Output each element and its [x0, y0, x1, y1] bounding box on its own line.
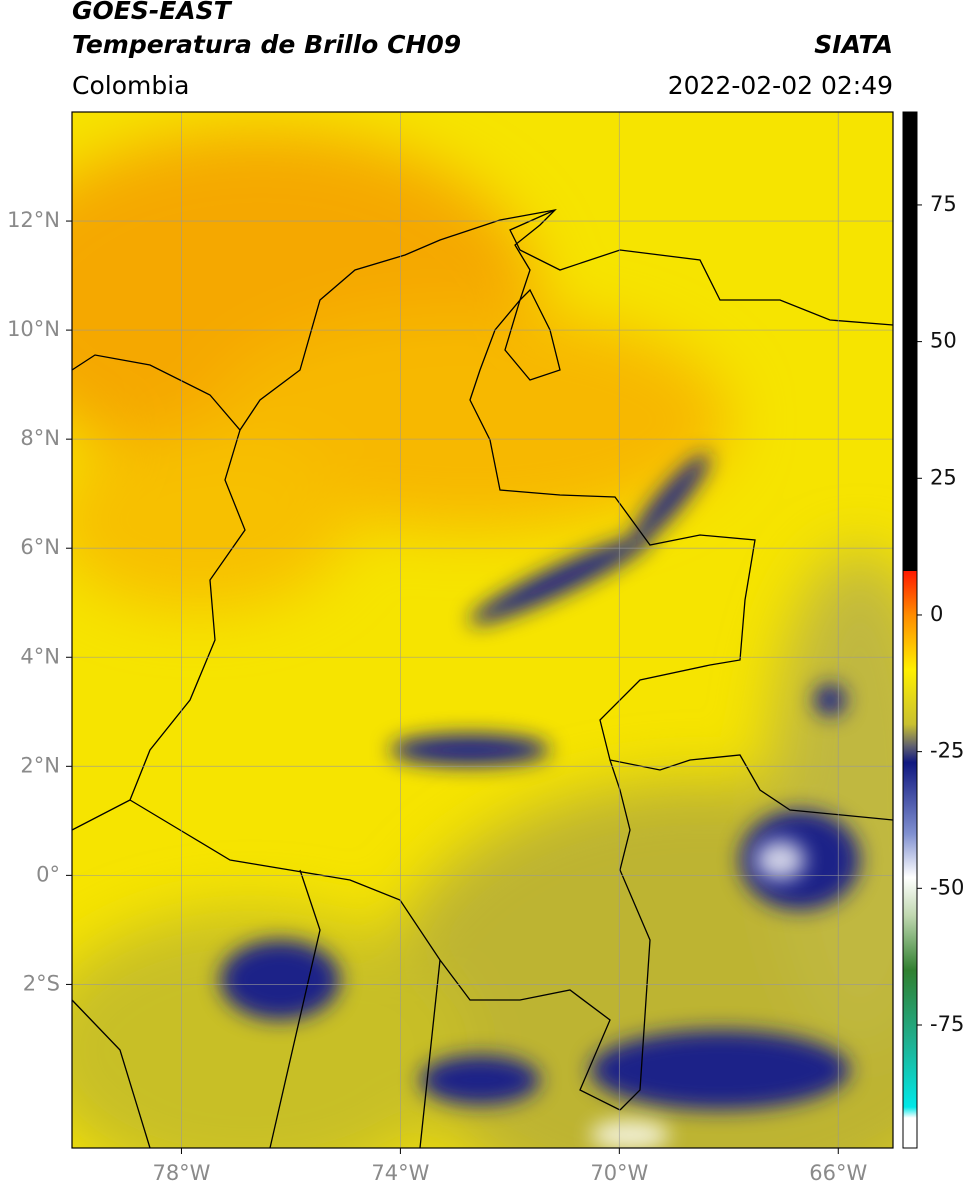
region: Colombia: [72, 71, 189, 100]
colorbar-tick-label: 50: [930, 329, 957, 353]
colorbar: [902, 111, 918, 1149]
x-tick-label: 66°W: [809, 1161, 867, 1185]
x-tick-label: 78°W: [152, 1161, 210, 1185]
y-tick-label: 8°N: [20, 426, 60, 450]
y-tick-label: 2°N: [20, 753, 60, 777]
y-tick-label: 10°N: [7, 317, 60, 341]
title: GOES-EAST: [72, 0, 233, 25]
satellite-image: [72, 112, 893, 1148]
colorbar-tick-label: -25: [930, 739, 964, 763]
colorbar-tick-label: -50: [930, 875, 964, 899]
y-tick-label: 2°S: [23, 971, 60, 995]
y-tick-label: 4°N: [20, 644, 60, 668]
y-tick-label: 6°N: [20, 535, 60, 559]
colorbar-tick-label: 0: [930, 602, 943, 626]
subtitle: Temperatura de Brillo CH09: [72, 30, 461, 59]
datetime: 2022-02-02 02:49: [668, 71, 893, 100]
y-tick-label: 12°N: [7, 208, 60, 232]
source: SIATA: [814, 30, 893, 59]
colorbar-tick-label: 75: [930, 192, 957, 216]
colorbar-tick-label: 25: [930, 465, 957, 489]
y-tick-label: 0°: [36, 862, 60, 886]
map-frame: [71, 111, 894, 1149]
x-tick-label: 70°W: [590, 1161, 648, 1185]
x-tick-label: 74°W: [371, 1161, 429, 1185]
colorbar-tick-label: -75: [930, 1012, 964, 1036]
